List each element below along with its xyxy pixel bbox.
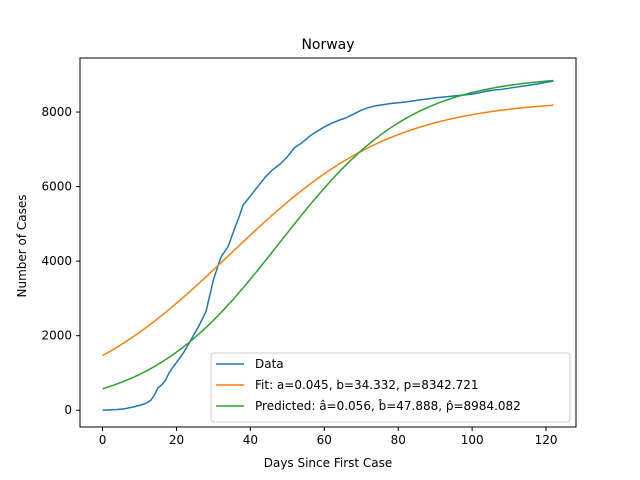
legend-label-predicted: Predicted: â=0.056, b̂=47.888, p̂=8984.0… bbox=[255, 399, 521, 413]
x-tick-label: 60 bbox=[317, 433, 332, 447]
legend-label-data: Data bbox=[255, 357, 284, 371]
axes-frame bbox=[79, 57, 577, 428]
x-tick-label: 0 bbox=[99, 433, 107, 447]
x-tick-label: 100 bbox=[461, 433, 484, 447]
y-tick-label: 6000 bbox=[41, 180, 72, 194]
x-tick-label: 20 bbox=[169, 433, 184, 447]
y-axis-label: Number of Cases bbox=[15, 194, 29, 297]
series-line-predicted bbox=[102, 79, 554, 390]
y-tick-label: 2000 bbox=[41, 329, 72, 343]
legend-box bbox=[210, 352, 571, 423]
legend-label-fit: Fit: a=0.045, b=34.332, p=8342.721 bbox=[255, 378, 479, 392]
legend: Data Fit: a=0.045, b=34.332, p=8342.721 … bbox=[210, 352, 571, 423]
chart-title: Norway bbox=[301, 37, 354, 53]
x-tick-label: 120 bbox=[535, 433, 558, 447]
y-tick-label: 8000 bbox=[41, 105, 72, 119]
series-line-fit bbox=[102, 104, 554, 357]
series-line-data bbox=[102, 80, 554, 411]
x-axis-label: Days Since First Case bbox=[264, 456, 393, 470]
x-axis-ticks: 0 20 40 60 80 100 120 bbox=[99, 427, 558, 447]
plot-area bbox=[79, 57, 577, 428]
y-tick-label: 4000 bbox=[41, 254, 72, 268]
x-tick-label: 40 bbox=[243, 433, 258, 447]
y-tick-label: 0 bbox=[64, 403, 72, 417]
x-tick-label: 80 bbox=[391, 433, 406, 447]
y-axis-ticks: 0 2000 4000 6000 8000 bbox=[41, 105, 80, 417]
